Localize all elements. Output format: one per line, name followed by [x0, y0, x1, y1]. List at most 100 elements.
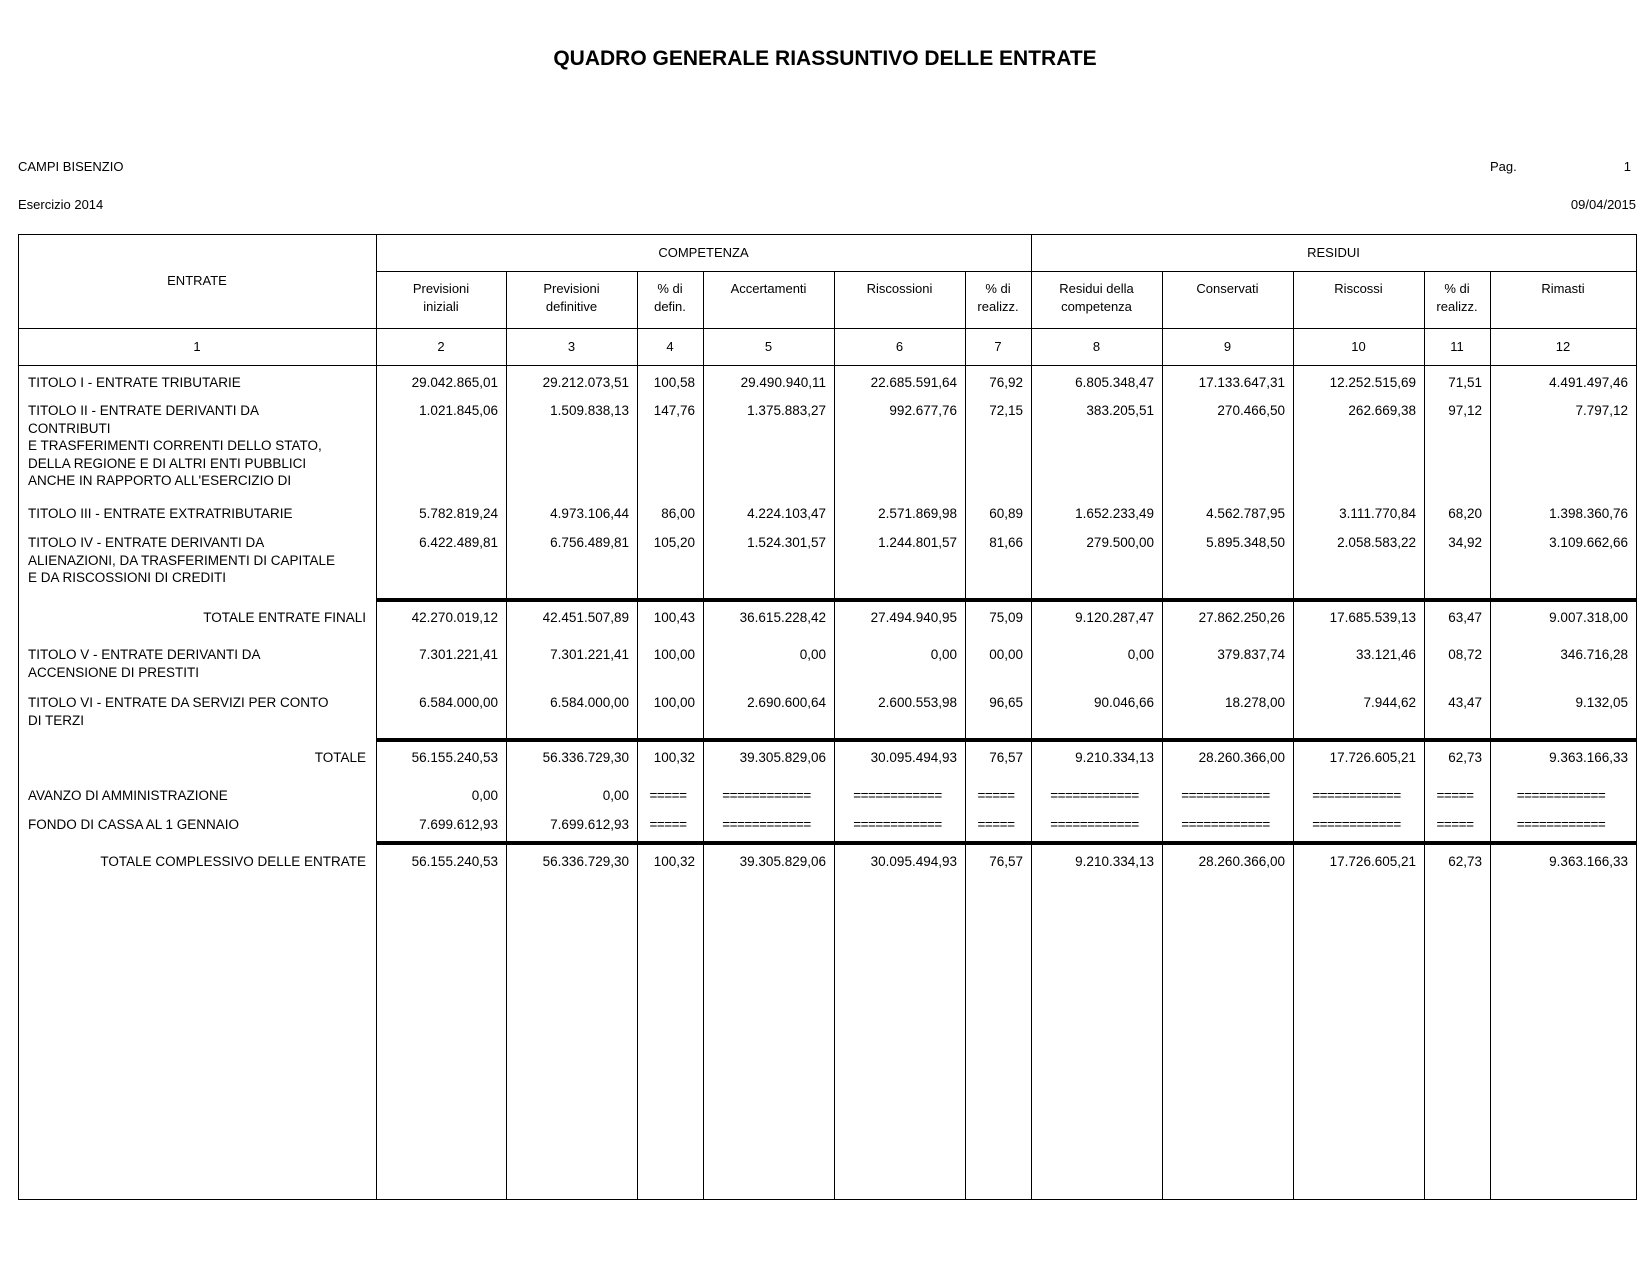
table-cell: ============ [853, 788, 942, 803]
table-cell: 4.973.106,44 [550, 506, 629, 521]
column-header: % di realizz. [977, 281, 1019, 314]
table-cell: 0,00 [602, 788, 629, 803]
page-number: 1 [1623, 159, 1631, 174]
table-cell: 7.301.221,41 [419, 647, 498, 662]
table-cell: 5.895.348,50 [1206, 535, 1285, 550]
table-cell: 22.685.591,64 [870, 375, 957, 390]
column-number: 11 [1450, 339, 1464, 354]
table-cell: 00,00 [989, 647, 1023, 662]
table-cell: 2.600.553,98 [878, 695, 957, 710]
table-cell: 105,20 [653, 535, 695, 550]
row-label: TOTALE COMPLESSIVO DELLE ENTRATE [100, 854, 366, 869]
table-cell: 29.042.865,01 [411, 375, 498, 390]
row-label: FONDO DI CASSA AL 1 GENNAIO [28, 817, 240, 832]
table-cell: 100,43 [653, 610, 695, 625]
table-cell: 28.260.366,00 [1198, 750, 1285, 765]
header-divider [18, 328, 1637, 329]
table-cell: 6.584.000,00 [419, 695, 498, 710]
table-cell: ============ [853, 817, 942, 832]
table-cell: ===== [649, 788, 687, 803]
column-header: Riscossioni [866, 281, 933, 296]
column-divider [1293, 271, 1294, 1199]
table-cell: 346.716,28 [1560, 647, 1628, 662]
column-header: Riscossi [1334, 281, 1383, 296]
row-label: TITOLO VI - ENTRATE DA SERVIZI PER CONTO… [28, 695, 329, 728]
table-cell: 9.210.334,13 [1075, 750, 1154, 765]
table-cell: 17.685.539,13 [1329, 610, 1416, 625]
table-cell: ===== [977, 817, 1015, 832]
table-cell: 1.524.301,57 [747, 535, 826, 550]
table-cell: ============ [1516, 788, 1606, 803]
column-number: 7 [994, 339, 1002, 354]
esercizio: Esercizio 2014 [18, 197, 104, 212]
table-cell: ============ [1181, 817, 1270, 832]
header-residui: RESIDUI [1307, 245, 1360, 260]
table-cell: 96,65 [989, 695, 1023, 710]
report-date: 09/04/2015 [1570, 197, 1636, 212]
table-cell: 76,92 [989, 375, 1023, 390]
table-cell: 56.155.240,53 [411, 750, 498, 765]
page-title: QUADRO GENERALE RIASSUNTIVO DELLE ENTRAT… [553, 47, 1097, 70]
column-number: 4 [666, 339, 674, 354]
table-cell: 100,00 [653, 695, 695, 710]
table-cell: 100,32 [653, 750, 695, 765]
table-cell: 0,00 [930, 647, 957, 662]
table-cell: 72,15 [989, 403, 1023, 418]
table-cell: ===== [1436, 788, 1474, 803]
table-cell: 2.058.583,22 [1337, 535, 1416, 550]
table-cell: 62,73 [1448, 854, 1482, 869]
header-competenza: COMPETENZA [658, 245, 749, 260]
table-cell: 56.336.729,30 [542, 750, 629, 765]
column-header: % di realizz. [1436, 281, 1478, 314]
column-number: 8 [1092, 339, 1101, 354]
table-cell: 6.422.489,81 [419, 535, 498, 550]
table-cell: 63,47 [1448, 610, 1482, 625]
column-divider [834, 271, 835, 1199]
table-cell: 60,89 [989, 506, 1023, 521]
table-cell: 97,12 [1448, 403, 1482, 418]
total-separator [376, 738, 1637, 742]
table-cell: ============ [722, 817, 811, 832]
column-number: 3 [567, 339, 576, 354]
table-cell: 18.278,00 [1224, 695, 1285, 710]
column-header: Accertamenti [730, 281, 807, 296]
row-label: TOTALE [314, 750, 366, 765]
column-divider [506, 271, 507, 1199]
table-cell: 1.244.801,57 [878, 535, 957, 550]
table-cell: 0,00 [799, 647, 826, 662]
column-number: 1 [193, 339, 201, 354]
table-cell: ===== [1436, 817, 1474, 832]
table-cell: 90.046,66 [1093, 695, 1154, 710]
table-cell: 0,00 [1127, 647, 1154, 662]
row-label: TITOLO I - ENTRATE TRIBUTARIE [28, 375, 241, 390]
column-divider [1031, 234, 1032, 1199]
table-cell: 86,00 [661, 506, 695, 521]
table-cell: 379.837,74 [1217, 647, 1285, 662]
table-cell: ============ [722, 788, 811, 803]
table-cell: 262.669,38 [1348, 403, 1416, 418]
table-cell: 7.944,62 [1363, 695, 1416, 710]
table-cell: 33.121,46 [1355, 647, 1416, 662]
table-cell: 1.509.838,13 [550, 403, 629, 418]
column-divider [1424, 271, 1425, 1199]
table-cell: 42.451.507,89 [542, 610, 629, 625]
table-cell: 1.652.233,49 [1075, 506, 1154, 521]
table-cell: 6.756.489,81 [550, 535, 629, 550]
table-cell: 9.132,05 [1575, 695, 1628, 710]
row-label: TOTALE ENTRATE FINALI [203, 610, 366, 625]
table-cell: 9.007.318,00 [1549, 610, 1628, 625]
table-cell: 6.805.348,47 [1075, 375, 1154, 390]
column-number: 6 [895, 339, 904, 354]
column-number: 2 [437, 339, 445, 354]
column-divider [965, 271, 966, 1199]
column-divider [1490, 271, 1491, 1199]
column-number: 10 [1351, 339, 1366, 354]
table-cell: 68,20 [1448, 506, 1482, 521]
table-cell: 100,58 [653, 375, 695, 390]
table-cell: 30.095.494,93 [870, 854, 957, 869]
table-cell: 42.270.019,12 [411, 610, 498, 625]
table-cell: 17.133.647,31 [1198, 375, 1285, 390]
total-separator [376, 841, 1637, 845]
table-cell: 9.120.287,47 [1075, 610, 1154, 625]
column-header: % di defin. [654, 281, 686, 314]
